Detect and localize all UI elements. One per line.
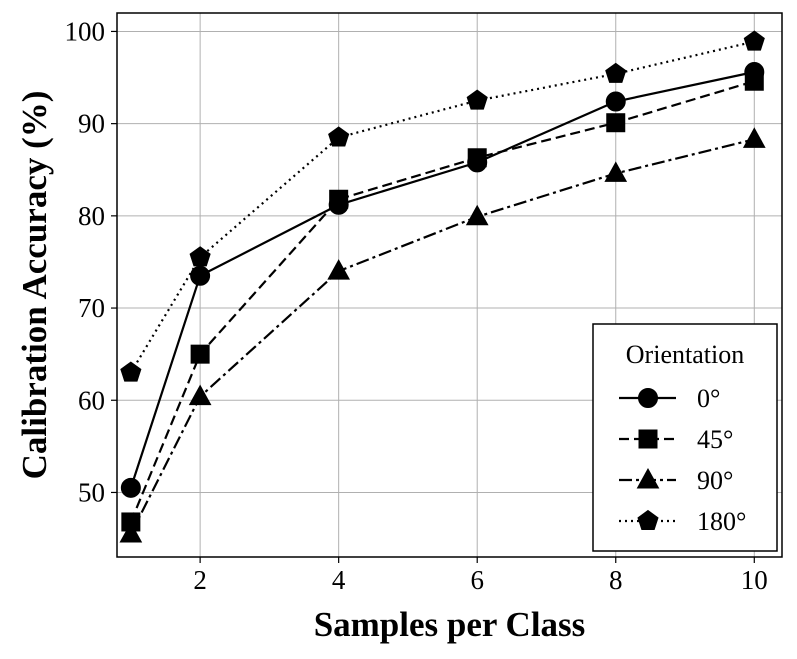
legend-box <box>592 323 778 552</box>
y-tick-label: 90 <box>78 109 105 139</box>
y-tick-label: 80 <box>78 201 105 231</box>
series-2 <box>119 127 766 543</box>
data-point-circle <box>638 388 658 408</box>
x-tick-label: 4 <box>332 565 346 595</box>
legend-item-2: 90° <box>619 466 733 495</box>
y-tick-label: 60 <box>78 385 105 415</box>
legend-item-1: 45° <box>619 425 733 454</box>
data-point-square <box>329 189 349 209</box>
y-tick-label: 70 <box>78 293 105 323</box>
data-point-triangle <box>465 204 489 226</box>
legend-label: 45° <box>697 425 733 454</box>
series-layer <box>119 30 766 543</box>
data-point-square <box>467 148 487 168</box>
x-axis-title: Samples per Class <box>314 605 586 644</box>
data-point-triangle <box>119 521 143 543</box>
data-point-square <box>606 113 626 133</box>
data-point-pentagon <box>328 126 350 147</box>
data-point-pentagon <box>743 30 765 51</box>
data-point-square <box>744 71 764 91</box>
data-point-circle <box>120 477 141 498</box>
y-tick-label: 100 <box>65 16 106 46</box>
data-point-pentagon <box>605 62 627 83</box>
series-3 <box>120 30 765 382</box>
y-tick-label: 50 <box>78 477 105 507</box>
data-point-square <box>638 429 658 449</box>
series-line <box>129 138 755 535</box>
y-axis-title: Calibration Accuracy (%) <box>15 91 54 480</box>
legend-label: 0° <box>697 384 720 413</box>
legend-items: 0° 45° 90° 180° <box>619 384 746 536</box>
x-tick-label: 6 <box>470 565 484 595</box>
series-line <box>129 70 755 489</box>
series-line <box>129 80 755 523</box>
data-point-pentagon <box>466 89 488 110</box>
plot-frame <box>116 12 783 558</box>
data-point-pentagon <box>637 509 659 530</box>
legend-item-3: 180° <box>619 507 746 536</box>
legend-label: 180° <box>697 507 746 536</box>
data-point-circle <box>605 91 626 112</box>
series-line <box>129 40 755 374</box>
axis-ticks: 2 4 6 8 10 50 60 70 80 90 100 <box>65 16 768 595</box>
data-point-triangle <box>604 161 628 182</box>
data-point-pentagon <box>189 246 211 267</box>
data-point-triangle <box>636 467 660 489</box>
legend-label: 90° <box>697 466 733 495</box>
data-point-pentagon <box>120 361 142 382</box>
x-tick-label: 8 <box>609 565 623 595</box>
x-tick-label: 2 <box>193 565 207 595</box>
legend: Orientation 0° 45° 90° 180° <box>592 323 778 552</box>
data-point-triangle <box>188 384 212 406</box>
x-tick-label: 10 <box>741 565 768 595</box>
legend-title: Orientation <box>626 340 744 369</box>
legend-item-0: 0° <box>619 384 720 413</box>
data-point-triangle <box>327 259 351 280</box>
data-point-square <box>190 344 210 364</box>
data-point-triangle <box>742 127 766 148</box>
